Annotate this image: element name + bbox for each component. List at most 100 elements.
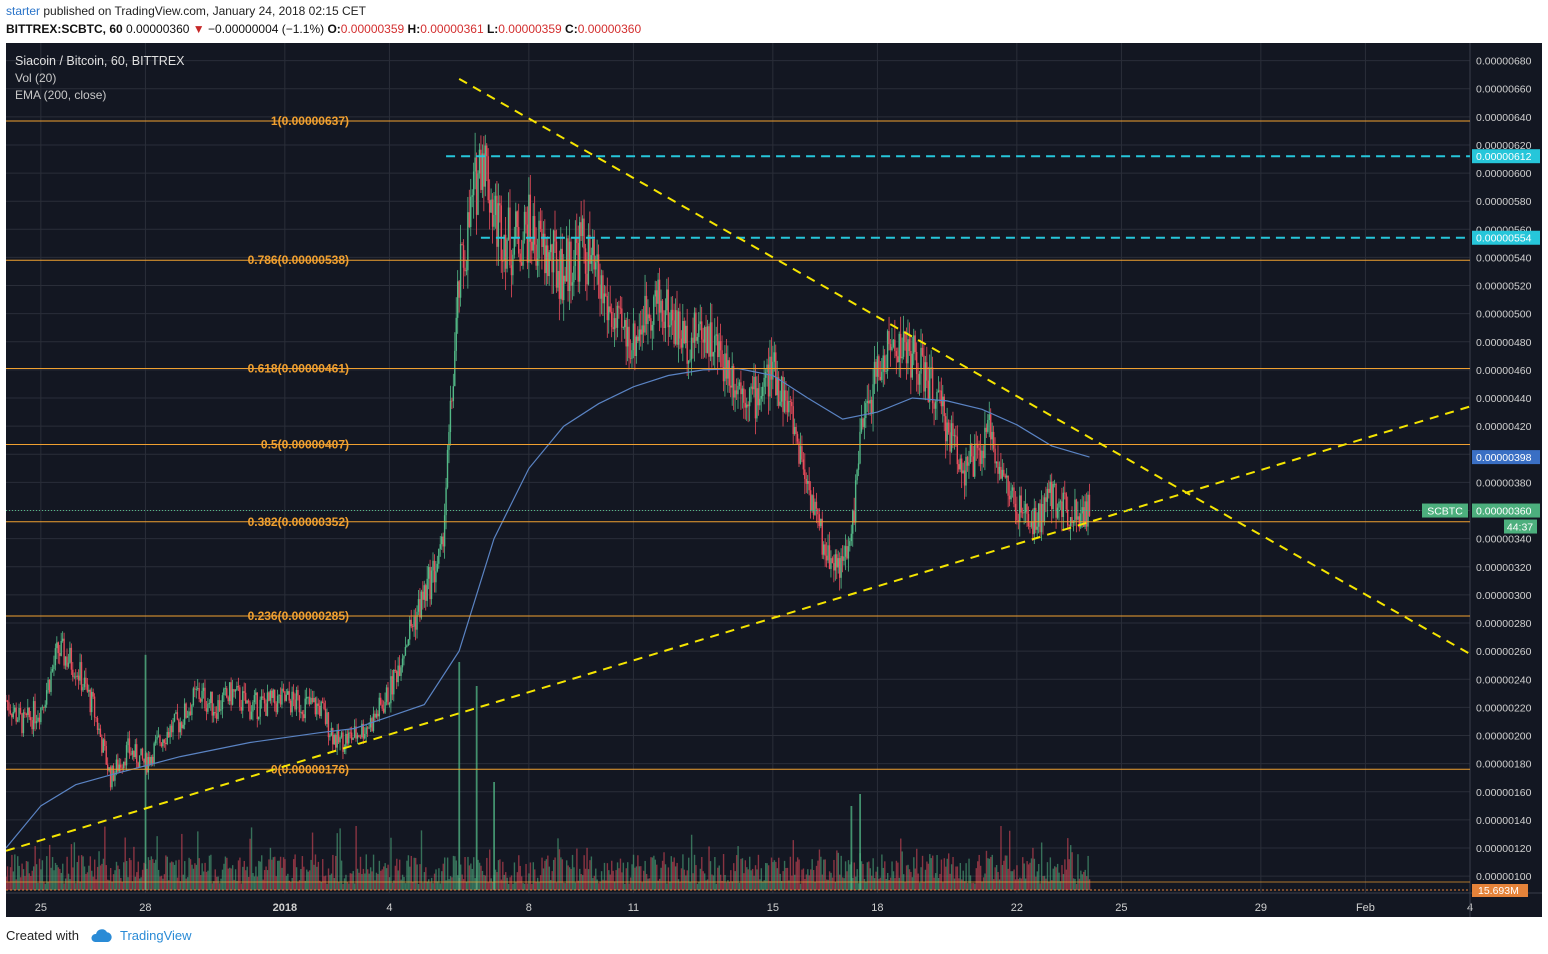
- volume-bar: [613, 881, 616, 890]
- candle-body: [599, 284, 601, 299]
- candle-body: [417, 599, 420, 612]
- volume-bar: [259, 861, 261, 890]
- candle-body: [76, 675, 78, 678]
- volume-bar: [229, 867, 231, 890]
- candle-body: [419, 599, 421, 618]
- candle-body: [821, 518, 823, 555]
- volume-bar: [191, 864, 193, 890]
- candle-body: [327, 712, 330, 738]
- candle-body: [802, 459, 805, 470]
- volume-bar: [281, 867, 283, 890]
- volume-bar: [868, 861, 870, 890]
- candle-body: [183, 703, 186, 725]
- candle-body: [105, 746, 107, 765]
- candle-body: [204, 687, 206, 709]
- volume-bar: [789, 856, 792, 890]
- candle-body: [734, 390, 736, 398]
- candle-body: [208, 703, 211, 704]
- volume-bar: [579, 868, 581, 890]
- volume-bar: [516, 872, 519, 890]
- volume-bar: [133, 846, 135, 890]
- candle-body: [657, 279, 659, 304]
- volume-bar: [810, 869, 812, 890]
- candle-body: [112, 765, 115, 781]
- volume-bar: [541, 857, 543, 890]
- volume-bar: [153, 862, 155, 890]
- candle-body: [104, 739, 106, 747]
- chart-area[interactable]: 0.00000100 0.00000120 0.00000140 0.00000160…: [6, 43, 1542, 917]
- candle-body: [520, 262, 523, 266]
- legend-ema[interactable]: EMA (200, close): [15, 88, 107, 102]
- volume-bar: [215, 876, 218, 890]
- volume-bar: [91, 870, 93, 890]
- candle-body: [690, 337, 693, 360]
- tradingview-link[interactable]: TradingView: [120, 928, 192, 943]
- candle-body: [278, 694, 280, 696]
- candle-body: [641, 325, 643, 335]
- volume-bar: [849, 864, 851, 890]
- volume-bar: [252, 872, 254, 890]
- legend-volume[interactable]: Vol (20): [15, 71, 57, 85]
- candle-body: [960, 458, 963, 474]
- volume-bar: [76, 862, 78, 890]
- candle-body: [561, 248, 563, 301]
- candle-body: [737, 385, 739, 395]
- volume-bar: [272, 857, 275, 890]
- candle-body: [878, 356, 880, 377]
- candle-body: [709, 322, 712, 357]
- volume-bar: [197, 831, 199, 890]
- candle-body: [456, 281, 459, 318]
- volume-bar: [178, 859, 180, 890]
- candle-body: [243, 691, 245, 693]
- volume-bar: [1077, 854, 1079, 890]
- price-chart[interactable]: 0.000001000.000001200.000001400.00000160…: [6, 43, 1542, 917]
- candle-body: [548, 252, 550, 277]
- candle-body: [891, 346, 893, 351]
- candle-body: [846, 546, 848, 559]
- candle-body: [92, 691, 94, 697]
- candle-body: [1065, 493, 1067, 510]
- volume-bar: [994, 867, 996, 890]
- candle-body: [426, 578, 428, 601]
- volume-bar: [179, 881, 182, 890]
- last-price-tag: [1472, 503, 1540, 518]
- candle-body: [756, 388, 758, 419]
- volume-bar: [353, 883, 356, 890]
- volume-bar: [1055, 867, 1057, 890]
- y-tick-label: 0.00000280: [1476, 618, 1532, 630]
- publisher-link[interactable]: starter: [6, 4, 41, 18]
- open-value: 0.00000359: [340, 22, 405, 36]
- candle-body: [789, 401, 791, 403]
- volume-bar: [920, 867, 922, 890]
- candle-body: [918, 373, 921, 385]
- candle-body: [197, 688, 199, 689]
- volume-bar: [1071, 852, 1073, 890]
- candle-body: [237, 685, 240, 688]
- candle-body: [18, 707, 20, 721]
- volume-bar: [923, 881, 925, 890]
- candle-body: [608, 306, 610, 321]
- volume-bar: [176, 877, 179, 890]
- volume-bar: [910, 871, 912, 890]
- candle-body: [542, 233, 545, 248]
- volume-bar: [217, 876, 219, 890]
- volume-bar: [367, 869, 369, 890]
- candle-body: [931, 367, 934, 404]
- candle-body: [368, 727, 370, 729]
- volume-bar: [449, 876, 452, 890]
- legend-title[interactable]: Siacoin / Bitcoin, 60, BITTREX: [15, 54, 185, 68]
- volume-bar: [904, 882, 906, 890]
- volume-bar: [261, 855, 263, 890]
- candle-body: [664, 310, 667, 329]
- candle-body: [385, 687, 388, 702]
- candle-body: [66, 656, 68, 667]
- candle-body: [67, 662, 70, 667]
- volume-bar: [507, 883, 510, 890]
- candle-body: [345, 733, 347, 749]
- volume-bar: [491, 882, 494, 890]
- candle-body: [936, 392, 938, 402]
- candle-body: [195, 688, 197, 690]
- candle-body: [1059, 501, 1062, 503]
- candle-body: [324, 708, 327, 724]
- volume-bar: [979, 865, 982, 890]
